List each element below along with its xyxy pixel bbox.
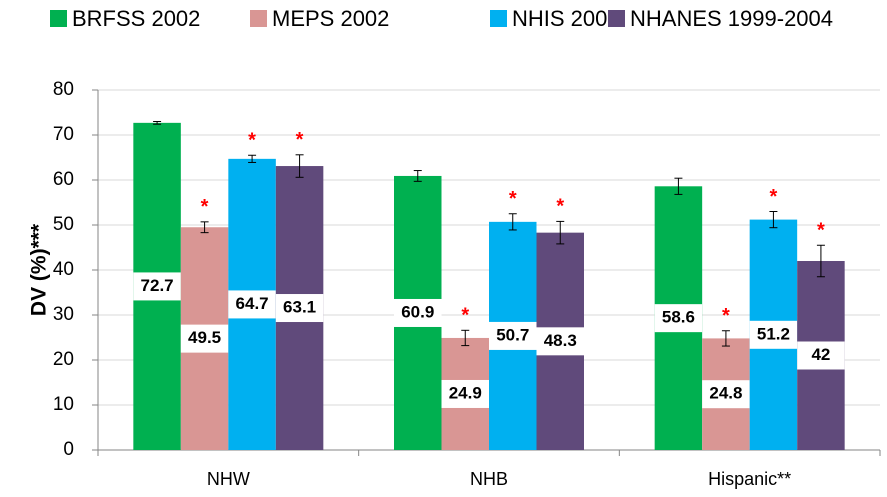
error-bar	[248, 154, 257, 163]
significance-marker: *	[248, 130, 256, 152]
value-label-box	[536, 327, 584, 356]
error-bar	[413, 170, 422, 182]
significance-marker: *	[296, 129, 304, 151]
value-label: 42	[811, 345, 830, 364]
y-axis-title: DV (%)***	[28, 223, 51, 316]
significance-marker: *	[461, 305, 469, 327]
x-tick-label: NHW	[207, 469, 250, 489]
value-label: 24.8	[709, 384, 742, 403]
significance-marker: *	[556, 196, 564, 218]
value-label-box	[702, 380, 750, 409]
significance-marker: *	[770, 186, 778, 208]
legend-label: MEPS 2002	[272, 6, 389, 31]
value-label: 48.3	[544, 331, 577, 350]
value-label-box	[797, 341, 845, 370]
error-bar	[153, 121, 162, 125]
legend-label: BRFSS 2002	[72, 6, 200, 31]
value-label-box	[489, 321, 537, 350]
y-tick-label: 60	[53, 169, 74, 190]
value-label-box	[749, 320, 798, 349]
y-tick-label: 50	[53, 214, 74, 235]
error-bar	[200, 221, 209, 234]
error-bar	[508, 213, 517, 231]
x-tick-label: Hispanic**	[708, 469, 791, 489]
value-label: 60.9	[401, 302, 434, 321]
value-label-box	[275, 294, 324, 323]
y-tick-label: 0	[63, 439, 74, 460]
y-tick-label: 10	[53, 394, 74, 415]
error-bar	[295, 154, 304, 178]
error-bar	[721, 330, 730, 347]
error-bar	[674, 177, 683, 195]
error-bar	[461, 329, 470, 347]
significance-marker: *	[722, 305, 730, 327]
value-label: 64.7	[236, 294, 269, 313]
error-bar	[769, 211, 778, 229]
value-label-box	[394, 298, 442, 327]
legend-swatch	[50, 10, 67, 27]
value-label: 63.1	[283, 298, 316, 317]
value-label: 58.6	[662, 308, 695, 327]
value-label: 49.5	[188, 328, 221, 347]
value-label: 24.9	[449, 383, 482, 402]
value-label: 50.7	[496, 325, 529, 344]
legend-swatch	[250, 10, 267, 27]
x-tick-label: NHB	[470, 469, 508, 489]
value-label-box	[654, 304, 703, 333]
y-tick-label: 40	[53, 259, 74, 280]
error-bar	[816, 244, 825, 278]
y-tick-label: 20	[53, 349, 74, 370]
y-tick-label: 80	[53, 79, 74, 100]
legend-label: NHANES 1999-2004	[630, 6, 833, 31]
legend-swatch	[490, 10, 507, 27]
legend-label: NHIS 2002	[512, 6, 620, 31]
error-bar	[556, 220, 565, 245]
significance-marker: *	[201, 196, 209, 218]
value-label: 72.7	[141, 276, 174, 295]
value-label-box	[180, 324, 229, 353]
significance-marker: *	[817, 220, 825, 242]
y-tick-label: 30	[53, 304, 74, 325]
value-label: 51.2	[757, 324, 790, 343]
value-label-box	[133, 272, 181, 301]
y-tick-label: 70	[53, 124, 74, 145]
legend-swatch	[608, 10, 625, 27]
significance-marker: *	[509, 188, 517, 210]
value-label-box	[441, 379, 489, 408]
value-label-box	[228, 290, 276, 319]
